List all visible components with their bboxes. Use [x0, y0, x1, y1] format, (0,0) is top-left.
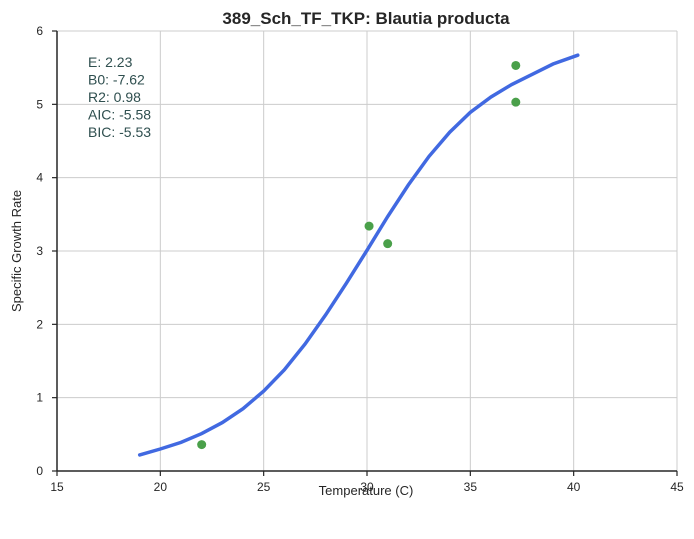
stat-line: AIC: -5.58	[88, 107, 151, 123]
x-tick-label: 40	[567, 480, 581, 494]
y-tick-label: 6	[36, 24, 43, 38]
data-point	[383, 239, 393, 249]
stat-line: B0: -7.62	[88, 72, 145, 88]
data-point	[364, 221, 374, 231]
x-tick-label: 15	[50, 480, 64, 494]
data-point	[197, 440, 207, 450]
chart-title: 389_Sch_TF_TKP: Blautia producta	[222, 9, 510, 28]
stat-line: R2: 0.98	[88, 89, 141, 105]
data-point	[511, 97, 521, 107]
y-tick-label: 0	[36, 464, 43, 478]
x-tick-label: 35	[464, 480, 478, 494]
y-axis-label: Specific Growth Rate	[9, 190, 24, 312]
x-ticks: 15 20 25 30 35 40 45	[50, 471, 684, 494]
y-tick-label: 2	[36, 317, 43, 331]
x-tick-label: 30	[360, 480, 374, 494]
data-point	[511, 60, 521, 70]
fit-curve-line	[137, 53, 580, 457]
x-tick-label: 45	[670, 480, 684, 494]
y-tick-label: 1	[36, 391, 43, 405]
x-tick-label: 20	[154, 480, 168, 494]
y-ticks: 0 1 2 3 4 5 6	[36, 24, 57, 478]
x-axis-label: Temperature (C)	[319, 483, 414, 498]
stat-line: BIC: -5.53	[88, 124, 151, 140]
y-tick-label: 4	[36, 171, 43, 185]
data-points	[197, 60, 521, 450]
x-tick-label: 25	[257, 480, 271, 494]
y-tick-label: 3	[36, 244, 43, 258]
y-tick-label: 5	[36, 97, 43, 111]
stat-line: E: 2.23	[88, 54, 133, 70]
